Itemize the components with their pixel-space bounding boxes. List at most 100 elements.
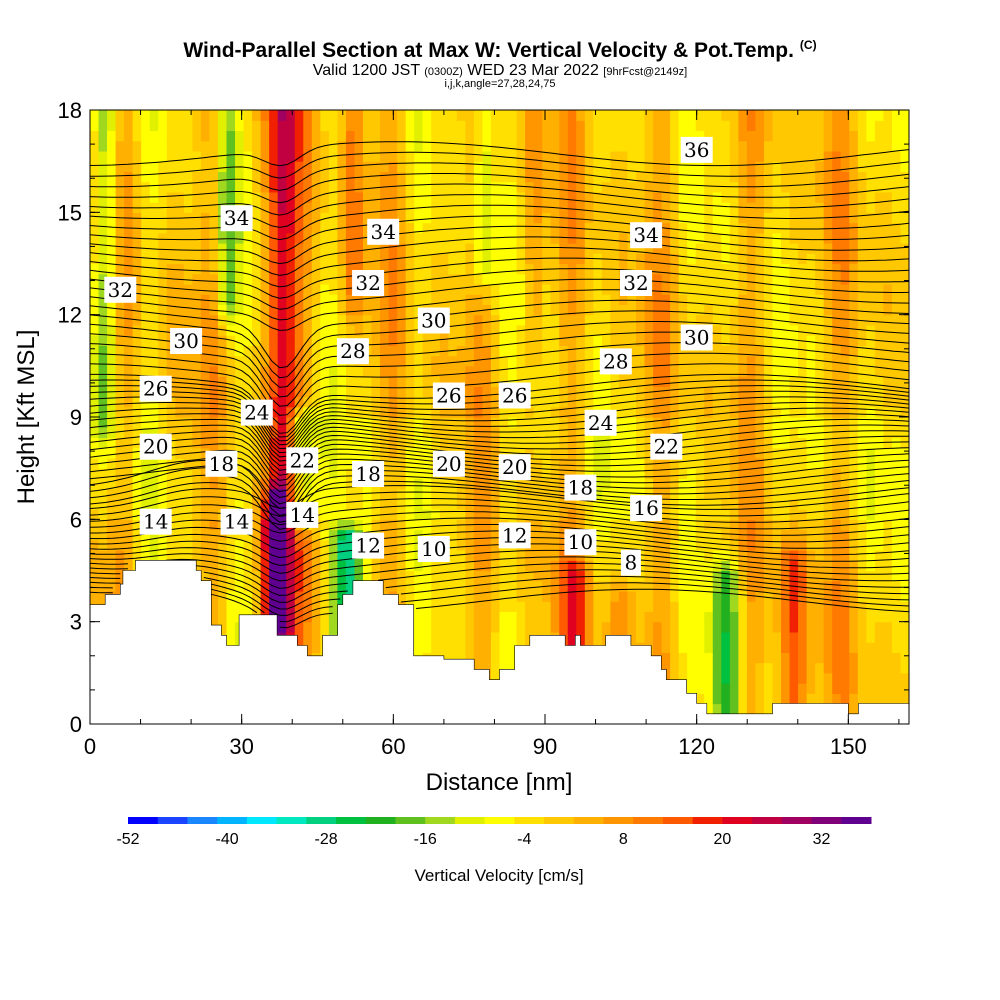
- velocity-cell: [508, 345, 518, 357]
- velocity-cell: [294, 631, 304, 643]
- velocity-cell: [755, 437, 765, 449]
- velocity-cell: [303, 560, 313, 572]
- velocity-cell: [601, 181, 612, 193]
- velocity-cell: [738, 212, 748, 224]
- velocity-cell: [115, 130, 125, 142]
- velocity-cell: [576, 365, 586, 377]
- velocity-cell: [516, 232, 526, 244]
- velocity-cell: [235, 294, 245, 306]
- velocity-cell: [567, 140, 577, 152]
- velocity-cell: [260, 202, 270, 213]
- velocity-cell: [695, 232, 705, 244]
- velocity-cell: [286, 161, 296, 172]
- velocity-cell: [90, 488, 100, 500]
- velocity-cell: [397, 171, 407, 183]
- velocity-cell: [789, 478, 799, 490]
- velocity-cell: [610, 590, 620, 602]
- velocity-cell: [508, 263, 518, 275]
- velocity-cell: [405, 130, 415, 142]
- velocity-cell: [601, 130, 612, 142]
- velocity-cell: [610, 550, 620, 561]
- velocity-cell: [175, 263, 185, 275]
- velocity-cell: [166, 355, 176, 367]
- velocity-cell: [294, 253, 304, 265]
- velocity-cell: [618, 406, 629, 418]
- velocity-cell: [422, 396, 432, 408]
- velocity-cell: [678, 181, 688, 193]
- velocity-cell: [729, 365, 739, 377]
- velocity-cell: [465, 621, 475, 633]
- velocity-cell: [789, 662, 799, 674]
- velocity-cell: [448, 539, 458, 551]
- velocity-cell: [235, 365, 245, 377]
- velocity-cell: [405, 314, 415, 326]
- velocity-cell: [200, 427, 211, 439]
- velocity-cell: [192, 304, 202, 316]
- velocity-cell: [124, 314, 134, 326]
- velocity-cell: [661, 386, 671, 398]
- velocity-cell: [755, 560, 765, 572]
- velocity-cell: [678, 191, 688, 203]
- velocity-cell: [508, 140, 518, 152]
- velocity-cell: [149, 478, 159, 490]
- velocity-cell: [371, 161, 381, 172]
- velocity-cell: [721, 202, 731, 213]
- velocity-cell: [695, 662, 705, 674]
- velocity-cell: [738, 457, 748, 469]
- velocity-cell: [286, 468, 296, 479]
- velocity-cell: [721, 693, 731, 705]
- velocity-cell: [678, 652, 688, 664]
- velocity-cell: [490, 560, 501, 572]
- velocity-cell: [217, 539, 228, 551]
- velocity-cell: [183, 550, 193, 561]
- velocity-cell: [422, 294, 432, 306]
- velocity-cell: [653, 191, 663, 203]
- velocity-cell: [465, 273, 475, 285]
- velocity-cell: [542, 345, 552, 357]
- velocity-cell: [687, 560, 697, 572]
- velocity-cell: [653, 130, 663, 142]
- velocity-cell: [738, 376, 748, 387]
- velocity-cell: [755, 478, 765, 490]
- velocity-cell: [90, 468, 100, 479]
- velocity-cell: [601, 304, 612, 316]
- velocity-cell: [422, 642, 432, 653]
- velocity-cell: [277, 202, 287, 213]
- velocity-cell: [243, 335, 253, 346]
- velocity-cell: [721, 417, 731, 428]
- velocity-cell: [627, 601, 637, 613]
- velocity-cell: [729, 509, 739, 520]
- velocity-cell: [781, 498, 791, 510]
- velocity-cell: [576, 631, 586, 643]
- velocity-cell: [499, 263, 509, 275]
- velocity-cell: [559, 580, 569, 592]
- velocity-cell: [490, 406, 501, 418]
- velocity-cell: [559, 488, 569, 500]
- velocity-cell: [269, 243, 279, 254]
- velocity-cell: [516, 406, 526, 418]
- velocity-cell: [405, 171, 415, 183]
- velocity-cell: [567, 243, 577, 254]
- velocity-cell: [98, 171, 108, 183]
- velocity-cell: [525, 560, 535, 572]
- velocity-cell: [456, 427, 466, 439]
- velocity-cell: [661, 642, 671, 653]
- velocity-cell: [456, 642, 466, 653]
- velocity-cell: [200, 539, 211, 551]
- velocity-cell: [200, 345, 211, 357]
- velocity-cell: [217, 365, 228, 377]
- velocity-cell: [405, 294, 415, 306]
- velocity-cell: [763, 662, 774, 674]
- velocity-cell: [422, 171, 432, 183]
- velocity-cell: [397, 457, 407, 469]
- velocity-cell: [235, 171, 245, 183]
- velocity-cell: [107, 222, 117, 234]
- velocity-cell: [209, 243, 219, 254]
- velocity-cell: [636, 355, 646, 367]
- velocity-cell: [533, 376, 543, 387]
- velocity-cell: [124, 345, 134, 357]
- velocity-cell: [508, 365, 518, 377]
- velocity-cell: [260, 324, 270, 336]
- velocity-cell: [550, 601, 560, 613]
- velocity-cell: [345, 406, 356, 418]
